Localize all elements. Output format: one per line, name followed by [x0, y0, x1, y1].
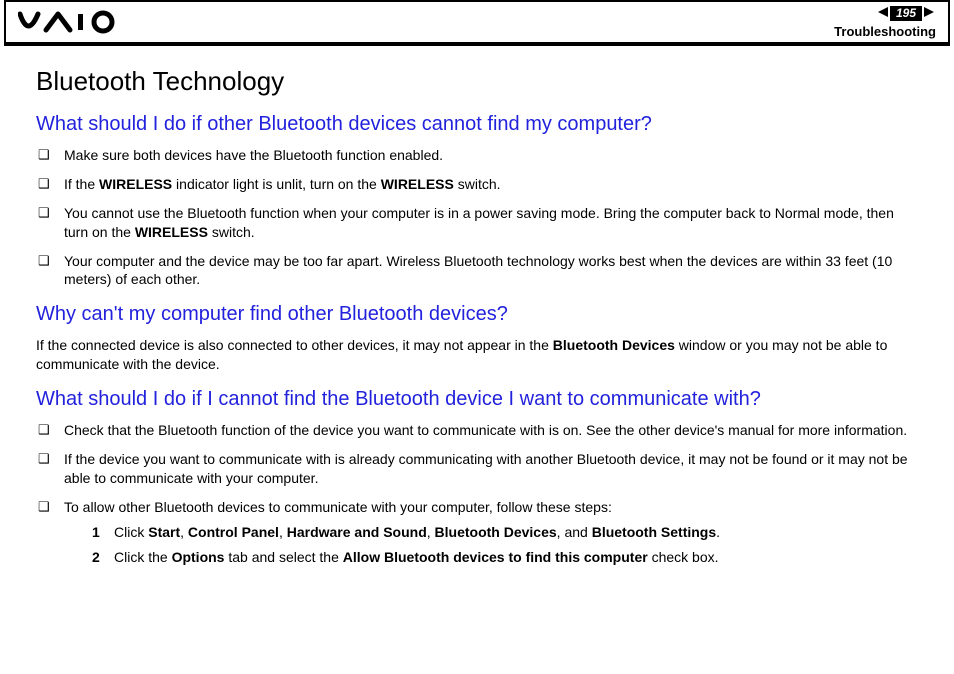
step-number: 1: [92, 523, 100, 542]
page-title: Bluetooth Technology: [36, 66, 918, 97]
bold: WIRELESS: [381, 176, 454, 192]
text: Click the: [114, 549, 172, 565]
list-item: To allow other Bluetooth devices to comm…: [36, 498, 918, 567]
step-item: 2 Click the Options tab and select the Al…: [92, 548, 918, 567]
bold: Start: [148, 524, 180, 540]
text: .: [716, 524, 720, 540]
step-item: 1 Click Start, Control Panel, Hardware an…: [92, 523, 918, 542]
bold: Hardware and Sound: [287, 524, 427, 540]
header-right: 195 Troubleshooting: [834, 5, 936, 40]
steps-list: 1 Click Start, Control Panel, Hardware an…: [64, 523, 918, 567]
bold: Options: [172, 549, 225, 565]
question-3-heading: What should I do if I cannot find the Bl…: [36, 388, 918, 411]
list-item: You cannot use the Bluetooth function wh…: [36, 204, 918, 242]
question-1-list: Make sure both devices have the Bluetoot…: [36, 146, 918, 289]
text: If the connected device is also connecte…: [36, 337, 553, 353]
bold: Bluetooth Devices: [553, 337, 675, 353]
text: Check that the Bluetooth function of the…: [64, 422, 907, 438]
question-2-heading: Why can't my computer find other Bluetoo…: [36, 303, 918, 326]
text: switch.: [454, 176, 501, 192]
page-frame: 195 Troubleshooting: [4, 0, 950, 46]
list-item: Check that the Bluetooth function of the…: [36, 421, 918, 440]
page-navigation: 195: [834, 5, 936, 24]
prev-page-arrow-icon[interactable]: [876, 5, 890, 24]
text: tab and select the: [224, 549, 342, 565]
bold: Control Panel: [188, 524, 279, 540]
page-header: 195 Troubleshooting: [6, 2, 948, 44]
bold: Allow Bluetooth devices to find this com…: [343, 549, 648, 565]
step-number: 2: [92, 548, 100, 567]
text: ,: [180, 524, 188, 540]
page-number: 195: [890, 6, 922, 21]
list-item: If the device you want to communicate wi…: [36, 450, 918, 488]
text: If the: [64, 176, 99, 192]
text: ,: [279, 524, 287, 540]
text: Your computer and the device may be too …: [64, 253, 892, 288]
text: , and: [557, 524, 592, 540]
text: ,: [427, 524, 435, 540]
vaio-logo: [18, 10, 128, 34]
question-3-list: Check that the Bluetooth function of the…: [36, 421, 918, 566]
section-label: Troubleshooting: [834, 25, 936, 39]
bold: Bluetooth Devices: [435, 524, 557, 540]
text: Make sure both devices have the Bluetoot…: [64, 147, 443, 163]
bold: Bluetooth Settings: [592, 524, 716, 540]
list-item: If the WIRELESS indicator light is unlit…: [36, 175, 918, 194]
list-item: Make sure both devices have the Bluetoot…: [36, 146, 918, 165]
text: check box.: [648, 549, 719, 565]
text: switch.: [208, 224, 255, 240]
text: To allow other Bluetooth devices to comm…: [64, 499, 612, 515]
next-page-arrow-icon[interactable]: [922, 5, 936, 24]
bold: WIRELESS: [135, 224, 208, 240]
text: indicator light is unlit, turn on the: [172, 176, 381, 192]
text: Click: [114, 524, 148, 540]
bold: WIRELESS: [99, 176, 172, 192]
question-2-body: If the connected device is also connecte…: [36, 336, 918, 374]
question-1-heading: What should I do if other Bluetooth devi…: [36, 113, 918, 136]
list-item: Your computer and the device may be too …: [36, 252, 918, 290]
text: If the device you want to communicate wi…: [64, 451, 908, 486]
page-content: Bluetooth Technology What should I do if…: [0, 46, 954, 586]
